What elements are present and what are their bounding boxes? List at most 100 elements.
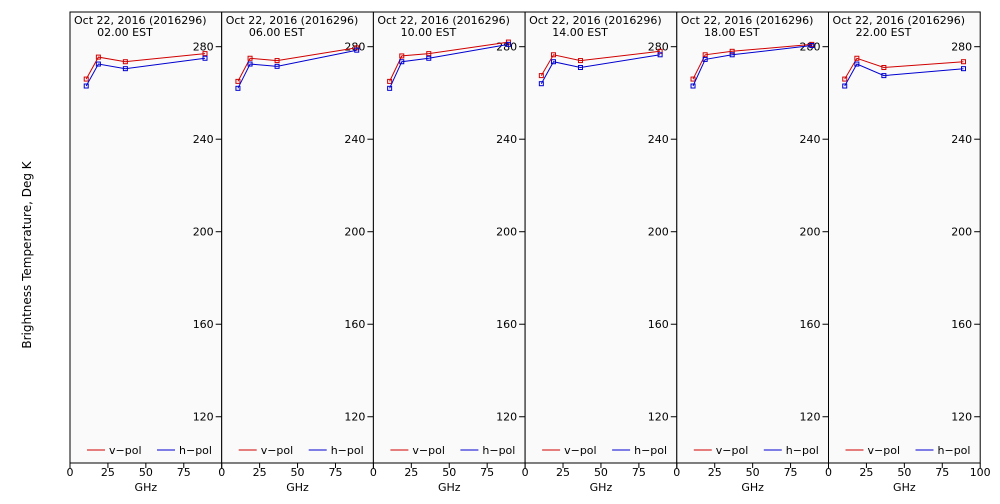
panel-subtitle: 22.00 EST <box>856 26 912 39</box>
x-tick-label: 75 <box>480 466 494 479</box>
data-point-h-pol <box>854 61 860 67</box>
panel-frame <box>676 11 829 464</box>
series-line-v-pol <box>237 47 357 82</box>
x-axis-label: GHz <box>741 481 764 494</box>
data-point-v-pol <box>426 51 432 57</box>
data-point-h-pol <box>387 85 393 91</box>
legend-label: v−pol <box>564 444 597 457</box>
panel-frame <box>524 11 678 464</box>
y-tick-label: 200 <box>648 226 669 239</box>
panel-title: Oct 22, 2016 (2016296) <box>681 14 814 27</box>
y-tick-label: 240 <box>193 133 214 146</box>
y-tick-label: 160 <box>951 318 972 331</box>
data-point-v-pol <box>577 58 583 64</box>
data-point-v-pol <box>387 78 393 84</box>
data-point-h-pol <box>354 47 360 53</box>
y-tick-label: 160 <box>344 318 365 331</box>
y-tick-label: 160 <box>193 318 214 331</box>
y-tick-label: 200 <box>193 226 214 239</box>
x-tick-label: 100 <box>970 466 991 479</box>
series-line-h-pol <box>237 49 357 89</box>
legend-label: h−pol <box>786 444 819 457</box>
y-tick-label: 240 <box>344 133 365 146</box>
data-point-v-pol <box>842 76 848 82</box>
data-point-v-pol <box>550 52 556 58</box>
x-tick-label: 25 <box>556 466 570 479</box>
series-line-h-pol <box>389 43 509 89</box>
series-line-v-pol <box>540 50 661 76</box>
x-axis-label: GHz <box>135 481 158 494</box>
data-point-h-pol <box>961 66 967 72</box>
data-point-h-pol <box>235 85 241 91</box>
panel-2: Oct 22, 2016 (2016296)06.00 EST 120 160 200… <box>218 11 374 494</box>
x-tick-label: 25 <box>101 466 115 479</box>
y-tick-label: 280 <box>496 41 517 54</box>
data-point-v-pol <box>657 48 663 54</box>
legend-label: v−pol <box>868 444 901 457</box>
panel-5: Oct 22, 2016 (2016296)18.00 EST 120 160 200… <box>673 11 829 494</box>
legend-label: h−pol <box>634 444 667 457</box>
y-tick-label: 240 <box>951 133 972 146</box>
x-axis-label: GHz <box>286 481 309 494</box>
data-point-h-pol <box>729 52 735 58</box>
legend-label: v−pol <box>109 444 142 457</box>
data-point-h-pol <box>95 61 101 67</box>
x-tick-label: 0 <box>825 466 832 479</box>
legend-label: h−pol <box>331 444 364 457</box>
x-tick-label: 50 <box>897 466 911 479</box>
y-tick-label: 160 <box>496 318 517 331</box>
panel-title: Oct 22, 2016 (2016296) <box>833 14 966 27</box>
x-tick-label: 50 <box>594 466 608 479</box>
x-tick-label: 75 <box>784 466 798 479</box>
x-axis-label: GHz <box>893 481 916 494</box>
x-tick-label: 0 <box>522 466 529 479</box>
panel-1: Oct 22, 2016 (2016296)02.00 EST 120 160 200… <box>67 11 223 494</box>
y-tick-label: 280 <box>648 41 669 54</box>
x-tick-label: 25 <box>253 466 267 479</box>
data-point-h-pol <box>702 56 708 62</box>
x-tick-label: 75 <box>328 466 342 479</box>
data-point-v-pol <box>274 58 280 64</box>
x-tick-label: 0 <box>218 466 225 479</box>
x-tick-label: 0 <box>370 466 377 479</box>
data-point-v-pol <box>881 65 887 71</box>
panel-subtitle: 18.00 EST <box>704 26 760 39</box>
data-point-h-pol <box>399 59 405 65</box>
legend-label: v−pol <box>261 444 294 457</box>
legend-label: h−pol <box>482 444 515 457</box>
data-point-h-pol <box>83 83 89 89</box>
series-line-h-pol <box>85 57 206 87</box>
x-tick-label: 50 <box>442 466 456 479</box>
panel-title: Oct 22, 2016 (2016296) <box>529 14 662 27</box>
data-point-v-pol <box>399 53 405 59</box>
series-line-v-pol <box>85 53 206 80</box>
data-point-v-pol <box>95 54 101 60</box>
x-axis-label: GHz <box>438 481 461 494</box>
y-tick-label: 120 <box>344 411 365 424</box>
series-line-v-pol <box>692 43 812 80</box>
data-point-v-pol <box>854 55 860 61</box>
data-point-v-pol <box>729 48 735 54</box>
y-axis-label: Brightness Temperature, Deg K <box>20 160 34 348</box>
y-tick-label: 280 <box>193 41 214 54</box>
panel-title: Oct 22, 2016 (2016296) <box>377 14 510 27</box>
data-point-v-pol <box>247 55 253 61</box>
panel-subtitle: 10.00 EST <box>401 26 457 39</box>
y-tick-label: 120 <box>193 411 214 424</box>
panel-frame <box>69 11 223 464</box>
data-point-h-pol <box>690 83 696 89</box>
data-point-h-pol <box>247 61 253 67</box>
y-tick-label: 120 <box>800 411 821 424</box>
data-point-h-pol <box>657 52 663 58</box>
series-line-h-pol <box>844 63 964 87</box>
series-line-v-pol <box>844 57 964 80</box>
panel-subtitle: 02.00 EST <box>97 26 153 39</box>
x-tick-label: 50 <box>746 466 760 479</box>
data-point-h-pol <box>550 59 556 65</box>
series-line-h-pol <box>692 45 812 87</box>
x-tick-label: 75 <box>935 466 949 479</box>
y-tick-label: 280 <box>951 41 972 54</box>
panel-subtitle: 14.00 EST <box>552 26 608 39</box>
data-point-v-pol <box>83 76 89 82</box>
